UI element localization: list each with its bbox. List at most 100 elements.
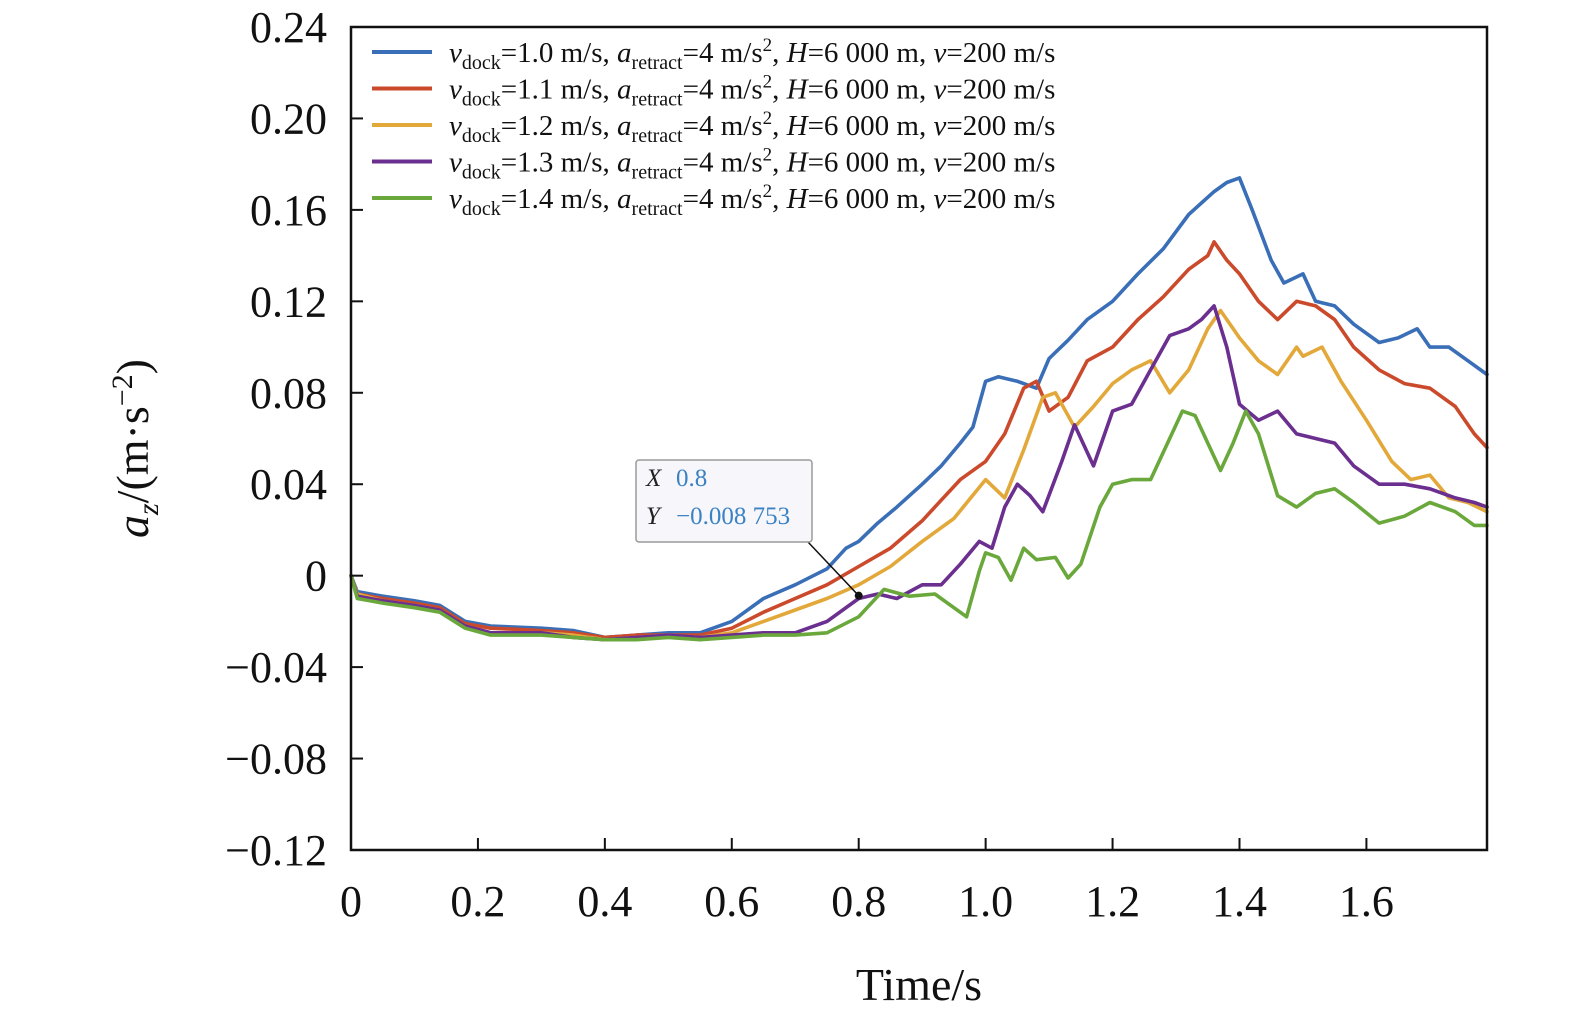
legend-v-dock-value: =1.1 m/s, (501, 74, 617, 106)
legend-v-value: =200 m/s (946, 183, 1055, 215)
series-line-5 (349, 409, 1489, 642)
legend-v-value: =200 m/s (946, 147, 1055, 179)
legend-var-v: v (449, 110, 462, 142)
legend-sep: , (772, 37, 787, 69)
legend-sub-dock: dock (462, 125, 501, 147)
datatip-box (635, 459, 813, 543)
x-axis-title: Time/s (856, 959, 982, 1010)
series-line-4 (349, 304, 1489, 642)
legend-sub-dock: dock (462, 162, 501, 184)
legend-entry: vdock=1.4 m/s, aretract=4 m/s2, H=6 000 … (372, 181, 1055, 220)
legend-label: vdock=1.2 m/s, aretract=4 m/s2, H=6 000 … (449, 108, 1055, 147)
legend-var-v: v (449, 147, 462, 179)
legend-sup-2: 2 (763, 145, 773, 166)
legend-sub-retract: retract (632, 162, 684, 184)
legend-var-v2: v (934, 110, 947, 142)
legend: vdock=1.0 m/s, aretract=4 m/s2, H=6 000 … (372, 35, 1055, 220)
legend-label: vdock=1.4 m/s, aretract=4 m/s2, H=6 000 … (449, 181, 1055, 220)
legend-var-v2: v (934, 74, 947, 106)
datatip-y-value: −0.008 753 (676, 503, 790, 530)
y-tick-label: 0.24 (250, 3, 327, 52)
legend-var-a: a (617, 74, 632, 106)
legend-var-a: a (617, 37, 632, 69)
legend-var-h: H (786, 147, 810, 179)
legend-sep: , (772, 110, 787, 142)
legend-sep: , (772, 147, 787, 179)
legend-entry: vdock=1.1 m/s, aretract=4 m/s2, H=6 000 … (372, 72, 1055, 111)
datatip-leader (807, 541, 860, 597)
legend-var-a: a (617, 183, 632, 215)
legend-v-dock-value: =1.0 m/s, (501, 37, 617, 69)
legend-h-value: =6 000 m, (808, 183, 934, 215)
legend-label: vdock=1.0 m/s, aretract=4 m/s2, H=6 000 … (449, 35, 1055, 74)
legend-a-value: =4 m/s (683, 147, 763, 179)
legend-entry: vdock=1.0 m/s, aretract=4 m/s2, H=6 000 … (372, 35, 1055, 74)
legend-h-value: =6 000 m, (808, 74, 934, 106)
series-line-1 (349, 176, 1489, 640)
series-layer (349, 176, 1489, 642)
axis-ticks: 0 0.2 0.4 0.6 0.8 1.0 1.2 1.4 1.6 −0.12 −0.08 −0.04… (225, 3, 1394, 926)
x-tick-label: 0.6 (704, 877, 759, 926)
legend-var-v2: v (934, 147, 947, 179)
legend-sub-dock: dock (462, 52, 501, 74)
legend-entry: vdock=1.2 m/s, aretract=4 m/s2, H=6 000 … (372, 108, 1055, 147)
datatip-x-key: X (645, 465, 663, 492)
legend-a-value: =4 m/s (683, 110, 763, 142)
y-tick-label: 0 (305, 552, 327, 601)
y-axis-title: az/(m·s−2) (106, 359, 165, 538)
y-tick-label: 0.12 (250, 277, 327, 326)
legend-sub-retract: retract (632, 198, 684, 220)
legend-label: vdock=1.1 m/s, aretract=4 m/s2, H=6 000 … (449, 72, 1055, 111)
legend-sub-dock: dock (462, 198, 501, 220)
y-tick-label: 0.04 (250, 460, 327, 509)
legend-var-h: H (786, 110, 810, 142)
legend-v-dock-value: =1.2 m/s, (501, 110, 617, 142)
x-tick-label: 0.2 (450, 877, 505, 926)
plot-frame (349, 25, 1489, 852)
legend-v-value: =200 m/s (946, 110, 1055, 142)
x-tick-label: 1.2 (1085, 877, 1140, 926)
legend-a-value: =4 m/s (683, 37, 763, 69)
y-axis-title-sup: −2 (106, 374, 139, 406)
legend-var-v2: v (934, 183, 947, 215)
y-axis-title-suffix: ) (107, 359, 158, 374)
x-tick-label: 1.0 (958, 877, 1013, 926)
series-line-3 (349, 308, 1489, 642)
legend-sup-2: 2 (763, 35, 773, 56)
legend-var-v: v (449, 37, 462, 69)
legend-h-value: =6 000 m, (808, 37, 934, 69)
datatip-y-key: Y (646, 503, 663, 530)
legend-var-v: v (449, 74, 462, 106)
y-tick-label: 0.20 (250, 94, 327, 143)
legend-entry: vdock=1.3 m/s, aretract=4 m/s2, H=6 000 … (372, 145, 1055, 184)
legend-a-value: =4 m/s (683, 183, 763, 215)
datatip-marker (854, 591, 863, 600)
legend-var-h: H (786, 183, 810, 215)
legend-var-a: a (617, 147, 632, 179)
legend-v-value: =200 m/s (946, 74, 1055, 106)
legend-sep: , (772, 74, 787, 106)
x-tick-label: 1.4 (1212, 877, 1267, 926)
legend-v-dock-value: =1.4 m/s, (501, 183, 617, 215)
legend-h-value: =6 000 m, (808, 110, 934, 142)
series-line-2 (349, 240, 1489, 640)
y-axis-title-prefix: a (107, 515, 158, 538)
legend-var-v: v (449, 183, 462, 215)
legend-h-value: =6 000 m, (808, 147, 934, 179)
datatip: X 0.8 Y −0.008 753 (635, 459, 863, 600)
legend-sup-2: 2 (763, 181, 773, 202)
legend-sub-retract: retract (632, 89, 684, 111)
legend-sup-2: 2 (763, 108, 773, 129)
legend-var-h: H (786, 74, 810, 106)
legend-sub-dock: dock (462, 89, 501, 111)
x-tick-label: 1.6 (1339, 877, 1394, 926)
legend-var-h: H (786, 37, 810, 69)
legend-var-a: a (617, 110, 632, 142)
y-axis-title-prefix-sub: z (132, 503, 165, 516)
legend-var-v2: v (934, 37, 947, 69)
y-tick-label: −0.04 (225, 643, 327, 692)
y-axis-title-unit: /(m·s (107, 406, 158, 503)
legend-a-value: =4 m/s (683, 74, 763, 106)
legend-sub-retract: retract (632, 125, 684, 147)
